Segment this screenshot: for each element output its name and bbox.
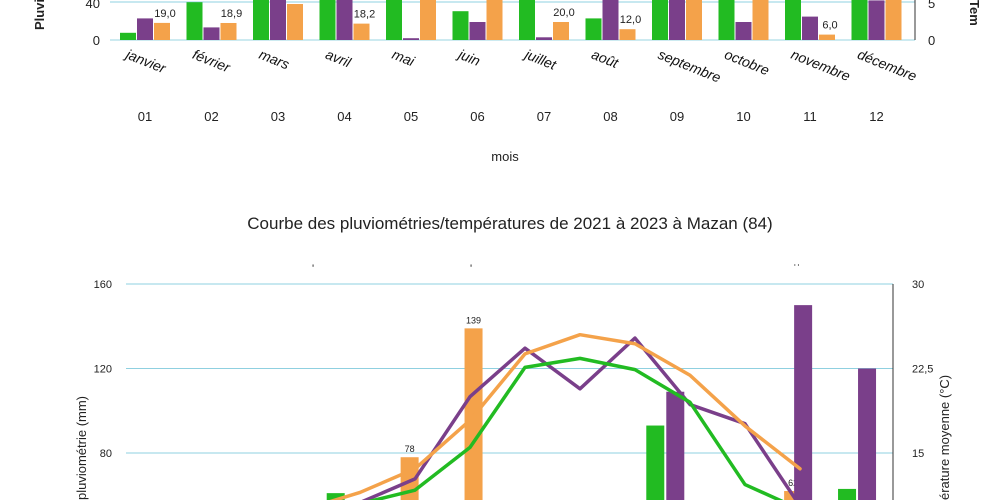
c2-bar (858, 368, 877, 500)
c1-y2-axis-title: Tem (967, 0, 982, 26)
c1-bar (186, 2, 203, 40)
c2-series-line (367, 356, 784, 500)
c2-legend-fragment: ʿʾ (793, 263, 800, 275)
c1-data-label: 18,2 (354, 9, 375, 21)
c1-category-label: 03 (271, 109, 285, 124)
c2-y2-tick: 30 (912, 279, 924, 291)
c1-bar (353, 23, 370, 40)
c1-category-label: 06 (470, 109, 484, 124)
c2-y2-axis-title: érature moyenne (°C) (937, 375, 952, 500)
c1-bar (752, 0, 769, 40)
c1-category-label: 11 (803, 109, 817, 124)
c2-data-label: 62 (788, 478, 798, 488)
c1-month-label: juin (455, 45, 483, 69)
c1-bar (220, 22, 237, 40)
c2-data-label: 139 (466, 315, 481, 325)
c1-month-label: octobre (722, 46, 771, 78)
c2-title: Courbe des pluviométries/températures de… (247, 214, 772, 233)
c1-bar (120, 32, 136, 40)
c1-y-tick: 40 (86, 0, 100, 11)
c1-bar (735, 22, 752, 40)
c1-bar (420, 0, 436, 40)
c1-data-label: 19,0 (154, 8, 175, 20)
c2-y2-tick: 22,5 (912, 364, 933, 376)
c1-bar (386, 0, 402, 40)
c1-month-label: mai (390, 46, 418, 70)
c1-category-label: 04 (337, 109, 351, 124)
c1-category-label: 09 (670, 109, 684, 124)
c1-category-label: 07 (537, 109, 551, 124)
c1-bar (137, 18, 153, 40)
c2-y-tick: 80 (100, 448, 112, 460)
c1-bar (718, 0, 735, 40)
c1-bar (336, 0, 353, 40)
c1-month-label: novembre (789, 46, 853, 84)
c2-bar (666, 391, 685, 500)
c1-bar (851, 0, 868, 40)
c2-y2-tick: 15 (912, 448, 924, 460)
c2-y-tick: 120 (94, 364, 112, 376)
c1-bar (403, 38, 419, 40)
c1-bar (287, 4, 303, 40)
c1-bar (802, 16, 818, 40)
c1-bar (154, 22, 170, 40)
c1-bar (652, 0, 668, 40)
c1-category-label: 10 (736, 109, 750, 124)
c1-month-label: avril (323, 46, 354, 71)
c1-month-label: février (190, 46, 233, 76)
c1-bar (669, 0, 685, 40)
c1-data-label: 6,0 (822, 20, 837, 32)
c1-category-label: 08 (603, 109, 617, 124)
c1-bar (686, 0, 702, 40)
c2-bar (838, 488, 857, 500)
c1-y-tick: 0 (93, 33, 100, 48)
c2-y-tick: 160 (94, 279, 112, 291)
c1-month-label: décembre (855, 46, 919, 84)
c2-bar (794, 305, 813, 500)
c1-month-label: août (589, 46, 621, 71)
c1-data-label: 18,9 (221, 8, 242, 20)
c2-bar (646, 425, 665, 500)
c2-series-line (329, 332, 802, 500)
c1-bar (319, 0, 336, 40)
c1-bar (536, 37, 552, 40)
c1-bar (819, 34, 835, 40)
c1-y2-tick: 5 (928, 0, 935, 11)
c1-bar (553, 22, 569, 40)
c1-month-label: juillet (521, 45, 559, 73)
c1-x-axis-title: mois (491, 149, 519, 164)
c1-month-label: septembre (656, 46, 724, 86)
c1-bar (253, 0, 269, 40)
c1-bar (519, 0, 535, 40)
c2-legend-fragment: ' (312, 263, 314, 275)
c1-bar (452, 11, 469, 40)
c1-bar (486, 0, 503, 40)
c1-bar (270, 0, 286, 40)
c1-data-label: 12,0 (620, 14, 641, 26)
c1-bar (868, 0, 885, 40)
c1-y2-tick: 0 (928, 33, 935, 48)
c2-data-label: 78 (405, 444, 415, 454)
c2-y-axis-title: pluviométrie (mm) (74, 396, 89, 500)
c1-month-label: janvier (122, 45, 169, 77)
c1-bar (602, 0, 619, 40)
c1-category-label: 05 (404, 109, 418, 124)
c1-bar (785, 0, 801, 40)
c1-category-label: 02 (204, 109, 218, 124)
c1-bar (885, 0, 902, 40)
c1-bar (619, 29, 636, 40)
c1-category-label: 01 (138, 109, 152, 124)
c1-data-label: 20,0 (553, 7, 574, 19)
c2-series-line (361, 336, 799, 500)
c1-y-axis-title: Pluvi (32, 0, 47, 30)
c2-legend-fragment: ' (470, 263, 472, 275)
c1-bar (585, 18, 602, 40)
c1-bar (469, 22, 486, 40)
c1-month-label: mars (257, 46, 292, 72)
c2-bar (326, 493, 345, 500)
c1-bar (203, 27, 220, 40)
c1-category-label: 12 (869, 109, 883, 124)
